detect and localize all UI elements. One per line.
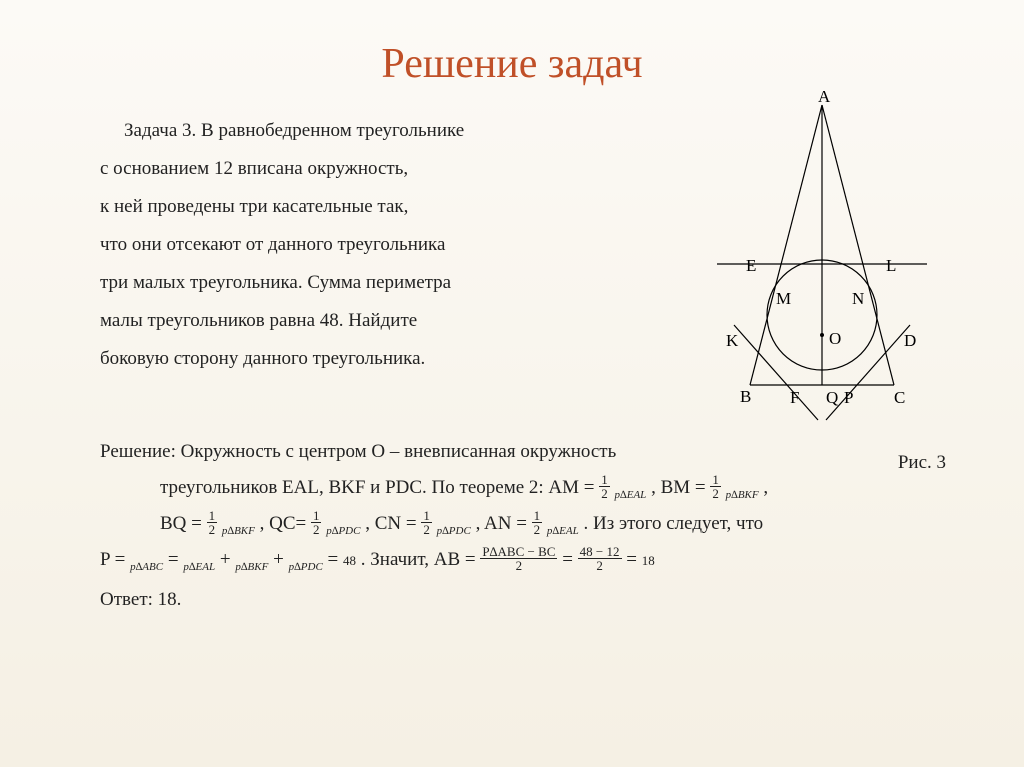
math-eq: = — [562, 549, 577, 570]
svg-text:P: P — [844, 388, 853, 407]
fraction: 12 — [311, 509, 322, 536]
solution-text: , QC= — [260, 513, 311, 534]
solution-text: P = — [100, 549, 130, 570]
problem-line: три малых треугольника. Сумма периметра — [100, 264, 640, 302]
svg-text:L: L — [886, 256, 896, 275]
frac-den: 2 — [578, 559, 622, 572]
solution-line: BQ = 12 p∆BKF , QC= 12 p∆PDC , CN = 12 p… — [100, 506, 944, 542]
solution-block: Решение: Окружность с центром О – вневпи… — [100, 434, 944, 618]
problem-line: к ней проведены три касательные так, — [100, 188, 640, 226]
math-sub: p∆PDC — [289, 561, 323, 573]
math-sub: p∆PDC — [326, 525, 360, 537]
figure-caption: Рис. 3 — [898, 452, 946, 474]
frac-den: 2 — [599, 487, 610, 500]
solution-text: , — [763, 477, 768, 498]
math-eq: = — [328, 549, 343, 570]
fraction: 12 — [599, 473, 610, 500]
solution-text: . Значит, AB = — [361, 549, 481, 570]
frac-den: 2 — [311, 523, 322, 536]
math-sub: p∆PDC — [437, 525, 471, 537]
problem-statement: Задача 3. В равнобедренном треугольнике … — [100, 112, 640, 378]
math-sub: p∆EAL — [547, 525, 579, 537]
fraction: P∆ABC − BC2 — [480, 545, 557, 572]
frac-den: 2 — [480, 559, 557, 572]
frac-num: 1 — [311, 509, 322, 523]
solution-line: треугольников EAL, BKF и PDC. По теореме… — [100, 470, 944, 506]
frac-num: 1 — [710, 473, 721, 487]
figure-svg: A B C E L M N K D F QP O — [682, 90, 962, 460]
svg-text:F: F — [790, 388, 799, 407]
solution-text: треугольников EAL, BKF и PDC. По теореме… — [160, 477, 599, 498]
frac-num: P∆ABC − BC — [480, 545, 557, 559]
frac-den: 2 — [207, 523, 218, 536]
svg-text:D: D — [904, 331, 916, 350]
solution-answer: Ответ: 18. — [100, 582, 944, 618]
fraction: 12 — [710, 473, 721, 500]
svg-text:C: C — [894, 388, 905, 407]
frac-num: 1 — [599, 473, 610, 487]
problem-line: что они отсекают от данного треугольника — [100, 226, 640, 264]
frac-num: 1 — [421, 509, 432, 523]
solution-text: , BM = — [651, 477, 710, 498]
math-val: 48 — [343, 553, 356, 568]
frac-den: 2 — [532, 523, 543, 536]
frac-den: 2 — [710, 487, 721, 500]
svg-text:K: K — [726, 331, 739, 350]
solution-line: P = p∆ABC = p∆EAL + p∆BKF + p∆PDC = 48 .… — [100, 542, 944, 578]
frac-num: 1 — [207, 509, 218, 523]
frac-num: 48 − 12 — [578, 545, 622, 559]
math-plus: + — [220, 549, 235, 570]
fraction: 12 — [421, 509, 432, 536]
svg-text:O: O — [829, 329, 841, 348]
fraction: 48 − 122 — [578, 545, 622, 572]
fraction: 12 — [207, 509, 218, 536]
problem-line: с основанием 12 вписана окружность, — [100, 150, 640, 188]
math-sub: p∆EAL — [183, 561, 215, 573]
solution-text: BQ = — [160, 513, 207, 534]
problem-line: Задача 3. В равнобедренном треугольнике — [100, 112, 640, 150]
math-sub: p∆ABC — [130, 561, 163, 573]
frac-den: 2 — [421, 523, 432, 536]
math-sub: p∆BKF — [222, 525, 255, 537]
problem-line: малы треугольников равна 48. Найдите — [100, 302, 640, 340]
svg-text:Q: Q — [826, 388, 838, 407]
math-sub: p∆EAL — [615, 489, 647, 501]
solution-text: . Из этого следует, что — [583, 513, 763, 534]
svg-text:B: B — [740, 387, 751, 406]
math-sub: p∆BKF — [235, 561, 268, 573]
frac-num: 1 — [532, 509, 543, 523]
svg-text:M: M — [776, 289, 791, 308]
math-eq: = — [168, 549, 183, 570]
math-eq: = — [626, 549, 641, 570]
solution-text: , AN = — [476, 513, 532, 534]
math-plus: + — [273, 549, 288, 570]
math-sub: p∆BKF — [726, 489, 759, 501]
problem-line: боковую сторону данного треугольника. — [100, 340, 640, 378]
geometry-figure: A B C E L M N K D F QP O — [682, 90, 962, 460]
solution-text: , CN = — [365, 513, 421, 534]
svg-text:N: N — [852, 289, 864, 308]
math-val: 18 — [642, 553, 655, 568]
content-area: Задача 3. В равнобедренном треугольнике … — [0, 112, 1024, 618]
svg-text:A: A — [818, 90, 831, 106]
svg-text:E: E — [746, 256, 756, 275]
fraction: 12 — [532, 509, 543, 536]
